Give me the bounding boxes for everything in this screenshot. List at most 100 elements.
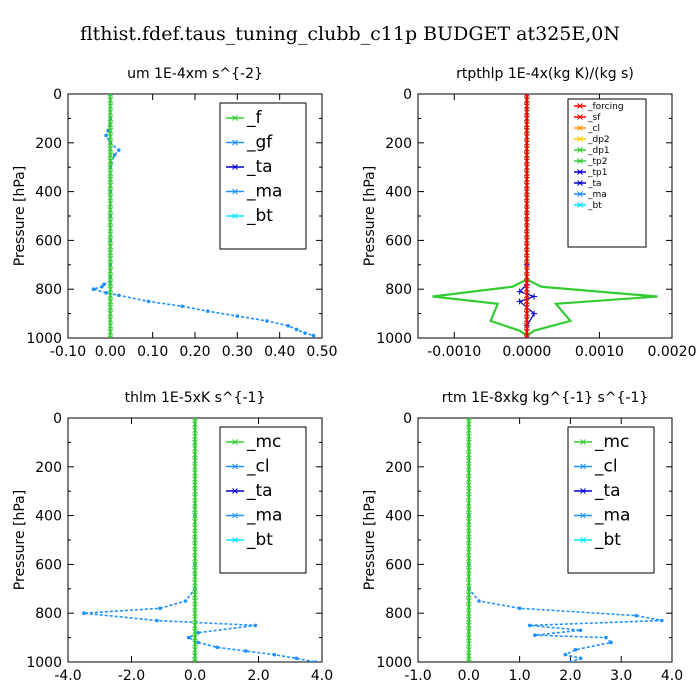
data-point (524, 231, 530, 238)
data-point (465, 451, 472, 458)
y-tick-label: 200 (385, 136, 412, 152)
data-point (524, 109, 530, 116)
data-point (192, 598, 198, 604)
data-point (524, 219, 530, 225)
data-point (107, 188, 114, 195)
data-point (107, 268, 114, 274)
data-point (286, 324, 290, 328)
x-tick-label: -0.0010 (427, 344, 481, 360)
legend-label: _mc (246, 432, 281, 452)
y-tick-label: 400 (35, 509, 62, 525)
data-point (524, 188, 530, 195)
panel-title: rtpthlp 1E-4x(kg K)/(kg s) (456, 66, 634, 82)
data-point (107, 139, 114, 146)
legend-marker (577, 202, 583, 208)
data-point (107, 158, 114, 164)
data-point (524, 164, 530, 171)
data-point (82, 611, 86, 615)
legend-label: _mc (594, 432, 629, 452)
data-point (146, 299, 151, 304)
data-point (107, 219, 114, 225)
data-point (117, 148, 121, 152)
data-point (524, 298, 530, 305)
data-point (192, 494, 198, 501)
legend-label: _tp2 (587, 157, 607, 167)
data-point (192, 628, 198, 635)
data-point (465, 500, 472, 507)
legend-marker (577, 158, 583, 164)
data-point (107, 237, 114, 244)
data-point (107, 97, 114, 103)
series-group (465, 418, 664, 662)
legend-label: _forcing (587, 102, 624, 112)
data-point (465, 616, 472, 623)
data-point (524, 304, 530, 311)
y-tick-label: 1000 (26, 331, 62, 347)
y-tick-label: 600 (35, 233, 62, 249)
legend-marker (577, 180, 583, 186)
legend: _mc _cl _ta _ma _bt (567, 426, 655, 574)
data-point (107, 127, 114, 134)
panel-title: um 1E-4xm s^{-2} (127, 66, 263, 82)
x-tick-label: 2.0 (559, 668, 581, 684)
data-point (524, 207, 530, 213)
data-point (311, 333, 316, 338)
y-tick-label: 1000 (376, 331, 412, 347)
data-point (465, 610, 472, 617)
legend-label: _cl (594, 457, 618, 477)
data-point (192, 537, 198, 543)
legend-marker (577, 169, 583, 175)
data-point (192, 433, 198, 440)
data-point (516, 288, 523, 295)
data-point (465, 592, 472, 598)
x-tick-label: -4.0 (54, 668, 81, 684)
data-point (192, 476, 198, 482)
series-line-gf (90, 94, 314, 337)
x-tick-label: 0.20 (179, 344, 210, 360)
data-point (524, 268, 530, 274)
data-point (192, 604, 198, 610)
y-tick-label: 0 (403, 411, 412, 427)
data-point (465, 573, 472, 580)
y-tick-label: 800 (35, 606, 62, 622)
data-point (465, 488, 472, 495)
data-point (192, 470, 198, 476)
x-tick-label: 0.0 (458, 668, 480, 684)
data-point (91, 287, 96, 292)
legend-label: _ma (246, 182, 282, 202)
y-tick-label: 200 (35, 460, 62, 476)
data-point (107, 316, 114, 323)
data-point (604, 635, 608, 640)
legend-label: _bt (587, 201, 602, 211)
data-point (465, 518, 472, 525)
data-point (524, 158, 530, 164)
data-point (107, 213, 114, 219)
data-point (465, 433, 472, 440)
data-point (524, 286, 530, 293)
legend-label: _f (246, 108, 263, 128)
legend-label: _cl (246, 457, 270, 477)
data-point (524, 316, 530, 323)
data-point (524, 194, 530, 201)
legend-marker (580, 537, 586, 543)
series-group (90, 94, 316, 338)
legend-label: _ta (587, 179, 602, 189)
data-point (465, 421, 472, 427)
data-point (107, 103, 114, 110)
data-point (102, 282, 106, 287)
data-point (107, 292, 114, 299)
data-point (294, 656, 299, 661)
data-point (465, 543, 472, 549)
data-point (524, 170, 530, 177)
data-point (303, 331, 307, 335)
data-point (524, 249, 530, 256)
data-point (465, 598, 472, 604)
y-tick-label: 800 (385, 282, 412, 298)
data-point (531, 310, 538, 317)
data-point (253, 623, 258, 628)
data-point (107, 261, 114, 268)
data-point (107, 298, 114, 305)
data-point (107, 280, 114, 286)
data-point (524, 335, 530, 338)
